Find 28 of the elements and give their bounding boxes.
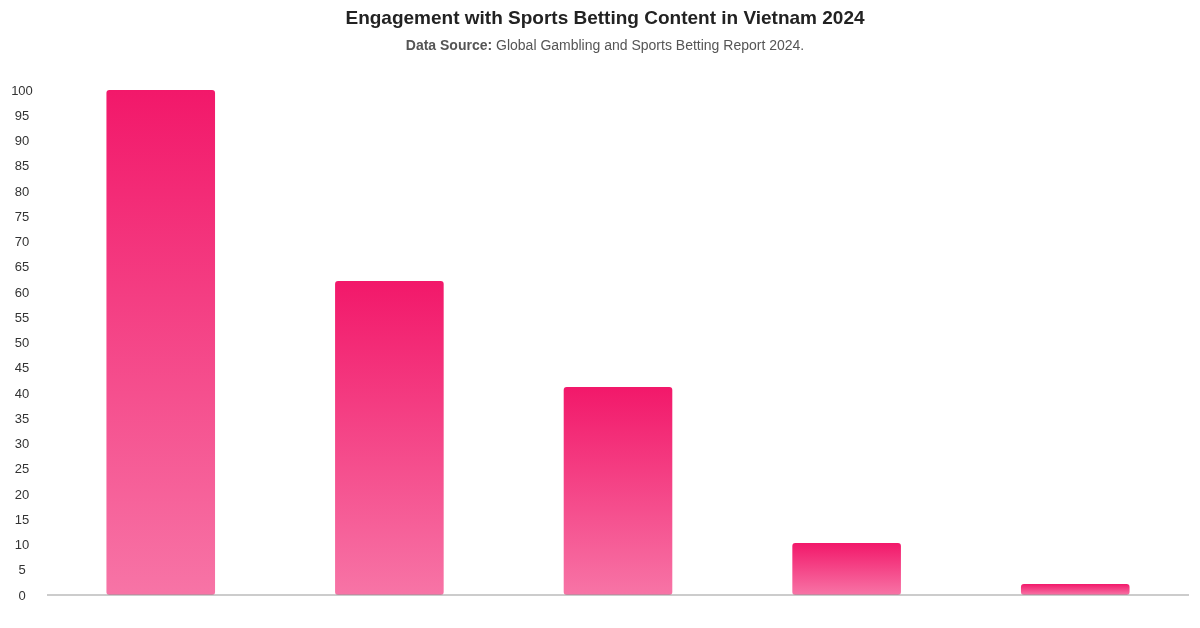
y-tick-label: 45 [14, 360, 30, 376]
y-tick-label: 65 [14, 259, 30, 275]
y-tick-label: 35 [14, 410, 30, 426]
bar [792, 542, 901, 595]
y-tick-label: 20 [14, 486, 30, 502]
y-tick-label: 100 [11, 82, 33, 98]
y-tick-label: 15 [14, 511, 30, 527]
y-tick-label: 70 [14, 234, 30, 250]
y-tick-label: 60 [14, 284, 30, 300]
y-tick-label: 75 [14, 208, 30, 224]
y-tick-label: 95 [14, 107, 30, 123]
y-tick-label: 50 [14, 335, 30, 351]
bar [563, 386, 673, 595]
y-tick-label: 85 [14, 158, 30, 174]
y-tick-label: 30 [14, 436, 30, 452]
y-tick-label: 90 [14, 133, 30, 149]
bar [1020, 583, 1130, 595]
y-tick-label: 5 [18, 562, 26, 578]
chart-title: Engagement with Sports Betting Content in Vietnam 2024 [345, 7, 865, 28]
chart-subtitle: Data Source: Global Gambling and Sports Betting Report 2024. [405, 37, 805, 53]
y-tick-label: 40 [14, 385, 30, 401]
y-tick-label: 0 [18, 587, 26, 603]
y-tick-label: 25 [14, 461, 30, 477]
y-tick-label: 10 [14, 537, 30, 553]
y-tick-label: 80 [14, 183, 30, 199]
bar [106, 90, 216, 595]
bar [335, 280, 444, 595]
y-tick-label: 55 [14, 309, 30, 325]
